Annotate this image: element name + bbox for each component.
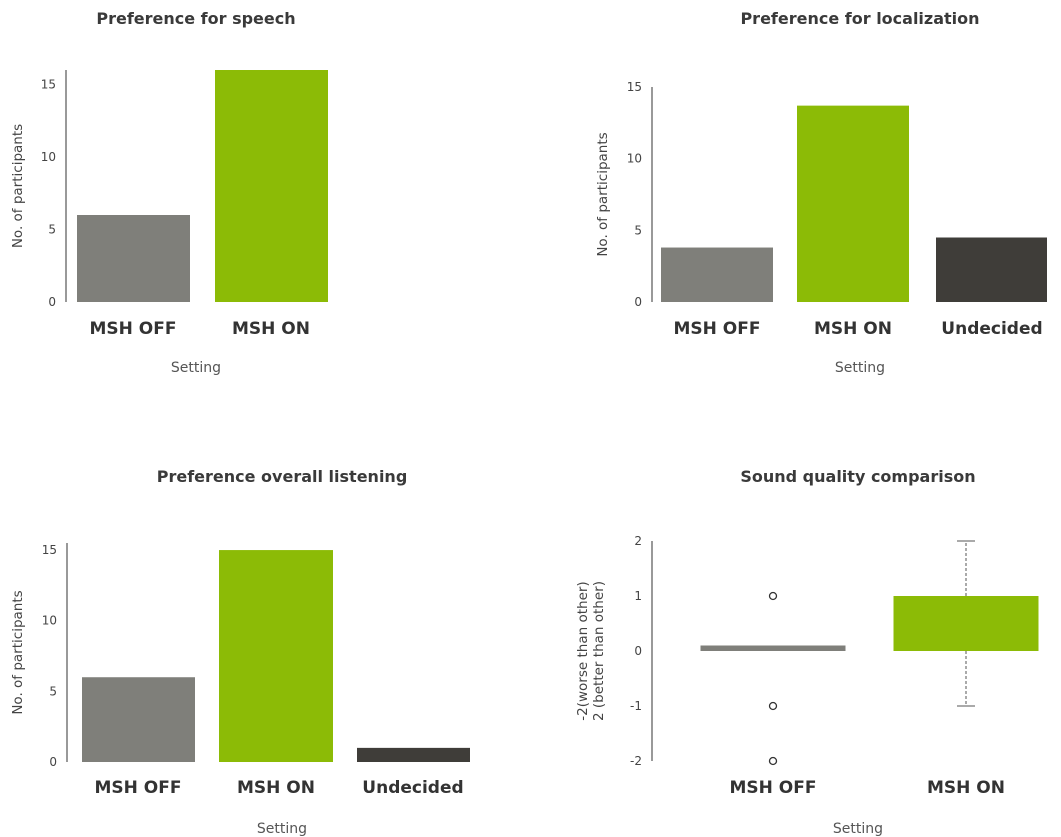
x-axis-label: Setting — [833, 821, 883, 837]
bar-msh-on — [215, 70, 328, 302]
x-axis-label: Setting — [835, 360, 885, 376]
chart-title: Preference for localization — [740, 9, 979, 28]
y-axis-label: No. of participants — [10, 590, 26, 714]
y-tick-label: 15 — [41, 78, 56, 92]
category-label-msh-off: MSH OFF — [730, 778, 817, 798]
y-tick-label: 0 — [48, 295, 56, 309]
y-tick-label: 5 — [49, 684, 57, 698]
category-label-undecided: Undecided — [362, 778, 463, 798]
bar-msh-off — [82, 677, 195, 762]
category-label-msh-on: MSH ON — [814, 319, 892, 339]
box-msh-on — [893, 596, 1039, 651]
y-tick-label: 2 — [634, 534, 642, 548]
category-label-msh-on: MSH ON — [927, 778, 1005, 798]
chart-title: Preference overall listening — [157, 467, 408, 486]
x-axis-label: Setting — [257, 821, 307, 837]
chart-title: Sound quality comparison — [740, 467, 975, 486]
chart-panel-4: Sound quality comparison -2 -1 0 1 2 -2(worse … — [575, 467, 1039, 837]
chart-panel-1: Preference for speech 0 5 10 15 No. of partic… — [10, 9, 328, 376]
y-tick-label: -2 — [630, 754, 642, 768]
bar-msh-off — [661, 247, 773, 302]
y-axis-label-line-1: -2(worse than other) — [575, 581, 591, 720]
category-label-msh-off: MSH OFF — [90, 319, 177, 339]
bar-undecided — [936, 237, 1047, 302]
outlier-point-msh-off — [768, 756, 778, 766]
y-tick-label: 0 — [634, 644, 642, 658]
y-tick-label: 10 — [41, 150, 56, 164]
y-tick-label: 1 — [634, 589, 642, 603]
y-tick-label: 10 — [627, 152, 642, 166]
bar-msh-on — [797, 105, 909, 302]
y-tick-label: 15 — [627, 80, 642, 94]
box-msh-off — [700, 645, 846, 651]
chart-panel-2: Preference for localization 0 5 10 15 No. of … — [595, 9, 1047, 376]
y-axis-label-line-2: 2 (better than other) — [591, 581, 607, 721]
y-tick-label: -1 — [630, 699, 642, 713]
x-axis-label: Setting — [171, 360, 221, 376]
y-axis-label: No. of participants — [595, 132, 611, 256]
outlier-point-msh-off — [768, 591, 778, 601]
category-label-undecided: Undecided — [941, 319, 1042, 339]
chart-title: Preference for speech — [96, 9, 295, 28]
y-axis-label: No. of participants — [10, 124, 26, 248]
category-label-msh-off: MSH OFF — [95, 778, 182, 798]
bar-msh-on — [219, 550, 333, 762]
outlier-point-msh-off — [768, 701, 778, 711]
y-tick-label: 5 — [48, 223, 56, 237]
category-label-msh-off: MSH OFF — [674, 319, 761, 339]
bar-undecided — [357, 747, 470, 762]
category-label-msh-on: MSH ON — [237, 778, 315, 798]
chart-panel-3: Preference overall listening 0 5 10 15 No. of… — [10, 467, 470, 837]
y-tick-label: 0 — [49, 755, 57, 769]
y-tick-label: 10 — [42, 614, 57, 628]
category-label-msh-on: MSH ON — [232, 319, 310, 339]
bar-msh-off — [77, 215, 190, 302]
y-tick-label: 0 — [634, 295, 642, 309]
y-tick-label: 15 — [42, 543, 57, 557]
y-tick-label: 5 — [634, 223, 642, 237]
